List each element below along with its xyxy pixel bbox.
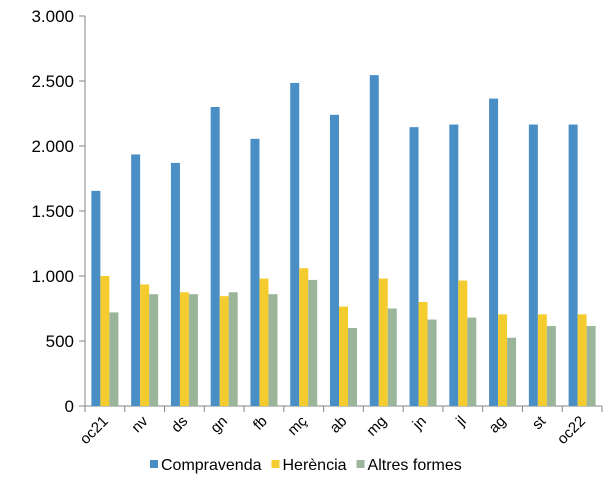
bar [458, 280, 468, 406]
bar [528, 124, 538, 407]
x-tick-label: jn [409, 413, 430, 434]
bar [449, 124, 459, 407]
legend-swatch [271, 460, 280, 468]
bar [308, 279, 318, 406]
y-tick-label: 0 [65, 397, 74, 416]
bar [188, 294, 198, 406]
bar [378, 278, 388, 406]
bar [586, 326, 596, 406]
bar [427, 319, 437, 406]
y-tick-label: 3.000 [31, 7, 74, 26]
bar [330, 114, 339, 407]
bar [467, 317, 477, 406]
bar [228, 292, 238, 406]
bar [219, 296, 229, 406]
y-tick-label: 2.000 [31, 137, 74, 156]
y-axis: 0 500 1.000 1.500 2.000 2.500 3.000 [31, 7, 86, 416]
bar [179, 292, 189, 406]
x-tick-label: ag [486, 413, 510, 437]
legend-label: Herència [283, 457, 347, 474]
x-tick-label: mg [363, 413, 390, 440]
bar [409, 127, 419, 407]
legend-item: Compravenda [150, 457, 262, 474]
bar [498, 314, 508, 406]
series-her-ncia [100, 268, 587, 406]
legend-item: Altres formes [356, 457, 462, 474]
y-tick-label: 2.500 [31, 72, 74, 91]
x-tick-label: gn [207, 413, 231, 437]
bar [418, 302, 428, 406]
bar [369, 75, 379, 407]
bar [299, 268, 309, 406]
bar [109, 312, 119, 406]
series-compravenda [91, 75, 578, 407]
bar [91, 190, 101, 406]
bar-series-group [91, 75, 596, 407]
bar [339, 306, 348, 406]
series-altres-formes [109, 279, 596, 406]
bar [507, 337, 517, 406]
bar [268, 294, 278, 406]
bar [170, 162, 180, 406]
bar [387, 308, 397, 406]
legend-label: Compravenda [161, 457, 262, 474]
bar [489, 98, 499, 407]
bar [568, 124, 578, 407]
legend-item: Herència [271, 457, 347, 474]
bar [577, 314, 587, 406]
x-tick-label: nv [128, 412, 152, 436]
x-tick-label: mç [284, 412, 311, 439]
x-tick-label: st [529, 412, 550, 433]
bar [210, 107, 220, 406]
y-tick-label: 1.000 [31, 267, 74, 286]
x-tick-label: ds [168, 413, 191, 436]
y-tick-label: 500 [46, 332, 74, 351]
bar [348, 328, 357, 406]
bar [140, 284, 150, 406]
x-tick-label: oc22 [554, 413, 589, 448]
x-tick-label: jl [452, 413, 469, 430]
x-tick-label: ab [327, 413, 351, 437]
bar [546, 326, 556, 406]
bar [290, 82, 300, 406]
legend-label: Altres formes [368, 457, 462, 474]
bar [537, 314, 547, 406]
bar [259, 278, 269, 406]
bar [131, 154, 141, 406]
x-axis: oc21 nv ds gn fb mç ab mg jn jl ag st oc22 [77, 405, 603, 448]
bar [250, 138, 260, 406]
bar [100, 276, 110, 406]
x-tick-label: oc21 [77, 413, 112, 448]
legend-swatch [150, 460, 158, 468]
legend-swatch [356, 460, 365, 468]
x-tick-label: fb [250, 413, 271, 434]
y-tick-label: 1.500 [31, 202, 74, 221]
legend: Compravenda Herència Altres formes [150, 457, 462, 474]
bar [149, 294, 159, 406]
